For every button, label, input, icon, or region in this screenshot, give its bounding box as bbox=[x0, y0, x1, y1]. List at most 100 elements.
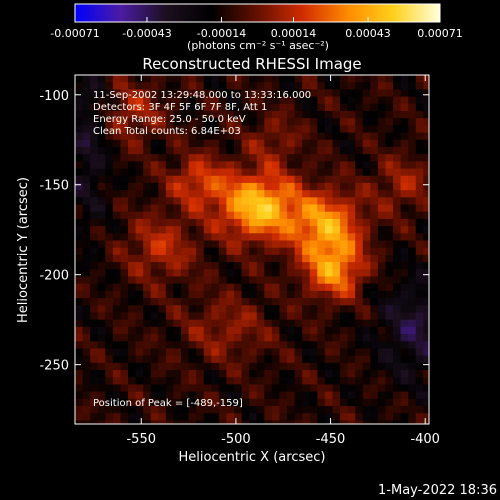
heatmap-cell bbox=[279, 254, 288, 263]
heatmap-cell bbox=[264, 175, 273, 184]
heatmap-cell bbox=[393, 154, 402, 162]
heatmap-cell bbox=[105, 218, 114, 227]
heatmap-cell bbox=[105, 348, 114, 357]
heatmap-cell bbox=[370, 82, 379, 90]
heatmap-cell bbox=[415, 240, 424, 249]
heatmap-cell bbox=[105, 182, 114, 191]
heatmap-cell bbox=[112, 276, 122, 285]
heatmap-cell bbox=[287, 326, 296, 335]
heatmap-cell bbox=[362, 240, 371, 249]
heatmap-cell bbox=[150, 218, 159, 227]
heatmap-cell bbox=[120, 319, 129, 328]
heatmap-cell bbox=[196, 269, 205, 278]
heatmap-cell bbox=[143, 269, 152, 278]
heatmap-cell bbox=[143, 298, 152, 306]
heatmap-cell bbox=[75, 290, 84, 299]
heatmap-cell bbox=[287, 204, 296, 213]
heatmap-cell bbox=[211, 276, 220, 285]
heatmap-cell bbox=[143, 154, 152, 162]
heatmap-cell bbox=[393, 312, 402, 321]
heatmap-cell bbox=[340, 254, 349, 263]
heatmap-cell bbox=[97, 204, 106, 213]
heatmap-cell bbox=[377, 240, 387, 249]
heatmap-cell bbox=[226, 355, 235, 364]
heatmap-cell bbox=[400, 298, 409, 306]
heatmap-cell bbox=[105, 326, 114, 335]
heatmap-cell bbox=[294, 269, 303, 278]
heatmap-cell bbox=[271, 146, 281, 155]
heatmap-cell bbox=[271, 334, 281, 342]
heatmap-cell bbox=[203, 283, 212, 292]
heatmap-cell bbox=[234, 211, 243, 220]
heatmap-cell bbox=[249, 370, 258, 378]
heatmap-cell bbox=[97, 262, 106, 270]
heatmap-cell bbox=[234, 319, 243, 328]
heatmap-cell bbox=[400, 146, 409, 155]
heatmap-cell bbox=[165, 146, 175, 155]
heatmap-cell bbox=[324, 377, 334, 386]
heatmap-cell bbox=[309, 334, 318, 342]
heatmap-cell bbox=[135, 319, 144, 328]
heatmap-cell bbox=[120, 370, 129, 378]
heatmap-cell bbox=[150, 406, 159, 414]
heatmap-cell bbox=[82, 290, 91, 299]
heatmap-cell bbox=[158, 254, 167, 263]
heatmap-cell bbox=[355, 312, 364, 321]
heatmap-cell bbox=[226, 82, 235, 90]
heatmap-cell bbox=[105, 118, 114, 126]
heatmap-cell bbox=[203, 168, 212, 177]
heatmap-cell bbox=[423, 146, 429, 155]
heatmap-cell bbox=[150, 204, 159, 213]
heatmap-cell bbox=[271, 420, 281, 424]
heatmap-cell bbox=[377, 398, 387, 407]
heatmap-cell bbox=[249, 269, 258, 278]
heatmap-cell bbox=[256, 420, 265, 424]
heatmap-cell bbox=[120, 247, 129, 256]
heatmap-cell bbox=[105, 377, 114, 386]
heatmap-cell bbox=[150, 96, 159, 105]
heatmap-cell bbox=[415, 197, 424, 206]
heatmap-cell bbox=[165, 139, 175, 148]
heatmap-cell bbox=[120, 161, 129, 170]
heatmap-cell bbox=[120, 197, 129, 206]
heatmap-cell bbox=[324, 233, 334, 242]
heatmap-cell bbox=[226, 283, 235, 292]
heatmap-cell bbox=[90, 312, 99, 321]
heatmap-cell bbox=[135, 226, 144, 234]
heatmap-cell bbox=[135, 377, 144, 386]
heatmap-cell bbox=[97, 139, 106, 148]
heatmap-cell bbox=[158, 82, 167, 90]
heatmap-cell bbox=[264, 341, 273, 350]
heatmap-cell bbox=[120, 82, 129, 90]
heatmap-cell bbox=[112, 334, 122, 342]
heatmap-cell bbox=[211, 75, 220, 83]
heatmap-cell bbox=[287, 240, 296, 249]
heatmap-cell bbox=[287, 96, 296, 105]
heatmap-cell bbox=[112, 204, 122, 213]
heatmap-cell bbox=[82, 154, 91, 162]
heatmap-cell bbox=[105, 240, 114, 249]
heatmap-cell bbox=[340, 154, 349, 162]
heatmap-cell bbox=[302, 161, 311, 170]
heatmap-cell bbox=[218, 348, 228, 357]
heatmap-cell bbox=[347, 132, 356, 141]
heatmap-cell bbox=[408, 89, 417, 98]
heatmap-cell bbox=[279, 298, 288, 306]
heatmap-cell bbox=[188, 391, 197, 400]
heatmap-cell bbox=[400, 341, 409, 350]
heatmap-cell bbox=[173, 370, 182, 378]
heatmap-cell bbox=[340, 103, 349, 112]
heatmap-cell bbox=[181, 348, 190, 357]
heatmap-cell bbox=[408, 96, 417, 105]
heatmap-cell bbox=[203, 391, 212, 400]
heatmap-cell bbox=[188, 398, 197, 407]
heatmap-cell bbox=[332, 326, 341, 335]
heatmap-cell bbox=[135, 384, 144, 393]
heatmap-cell bbox=[112, 190, 122, 198]
heatmap-cell bbox=[423, 326, 429, 335]
heatmap-cell bbox=[393, 211, 402, 220]
heatmap-cell bbox=[324, 420, 334, 424]
heatmap-cell bbox=[188, 204, 197, 213]
heatmap-cell bbox=[377, 132, 387, 141]
heatmap-cell bbox=[128, 377, 137, 386]
